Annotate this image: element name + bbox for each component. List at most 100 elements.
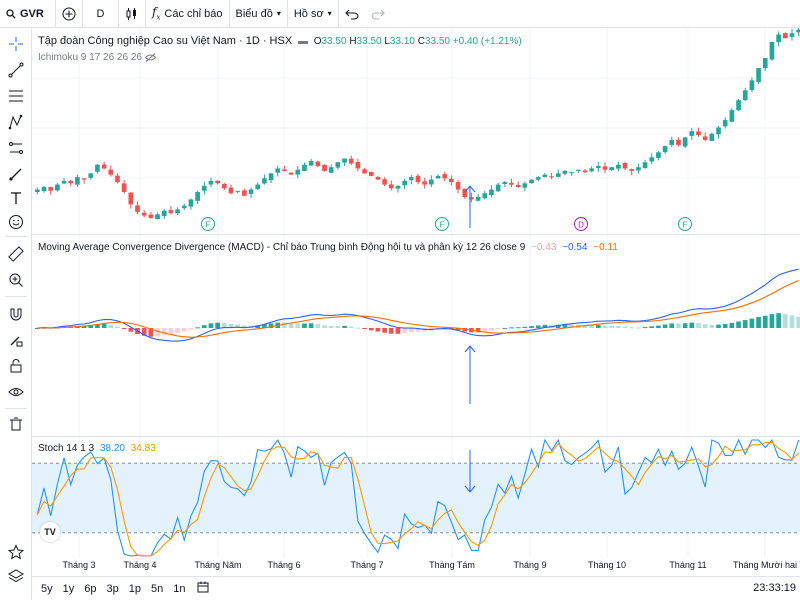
brush-tool[interactable]	[6, 164, 26, 184]
candle-body	[235, 190, 241, 192]
candle-body	[696, 131, 701, 135]
candle-body	[669, 139, 675, 145]
macd-histogram-bar	[555, 324, 561, 328]
x-label: Tháng 11	[669, 560, 707, 570]
macd-histogram-bar	[535, 325, 541, 328]
stay-drawing-tool[interactable]	[6, 330, 26, 350]
candle-body	[221, 183, 227, 189]
chart-type-menu[interactable]: Biểu đồ ▾	[230, 0, 288, 28]
candle-body	[242, 190, 247, 196]
fx-icon: fx	[152, 5, 161, 22]
eye-off-icon[interactable]	[144, 52, 156, 62]
hide-tool[interactable]	[6, 382, 26, 402]
candle-body	[215, 180, 220, 184]
legend-settings-icon[interactable]: ▬	[297, 36, 308, 47]
text-tool[interactable]	[6, 188, 26, 208]
macd-histogram-bar	[348, 326, 354, 328]
indicators-button[interactable]: fx Các chỉ báo	[146, 0, 230, 28]
macd-histogram-bar	[662, 324, 668, 328]
change-value: +0.40 (+1.21%)	[452, 36, 522, 47]
chart-area[interactable]: F F D F Tập đoàn Công nghiệp Cao su Việt Na…	[32, 28, 800, 576]
candle-body	[662, 146, 668, 153]
projection-tool[interactable]	[6, 138, 26, 158]
trend-line-tool[interactable]	[6, 60, 26, 80]
macd-histogram-bar	[355, 327, 361, 329]
trend-line-icon	[8, 62, 24, 78]
compare-button[interactable]	[56, 0, 83, 28]
range-5y[interactable]: 5y	[41, 582, 53, 595]
macd-histogram-bar	[388, 328, 394, 334]
time-axis[interactable]: Tháng 3 Tháng 4 Tháng Năm Tháng 6 Tháng …	[32, 558, 800, 574]
candle-body	[515, 184, 521, 188]
ruler-tool[interactable]	[6, 244, 26, 264]
candle-body	[255, 184, 261, 190]
range-5d[interactable]: 5n	[151, 582, 164, 595]
lock-tool[interactable]	[6, 356, 26, 376]
pattern-icon	[8, 114, 23, 130]
candle-body	[195, 192, 200, 201]
candle-body	[689, 131, 695, 136]
candle-body	[128, 192, 134, 205]
candle-type-button[interactable]	[119, 0, 146, 28]
candle-body	[796, 29, 800, 33]
remove-drawings-tool[interactable]	[6, 414, 26, 434]
l-value: 33.10	[389, 36, 415, 47]
emoji-tool[interactable]	[6, 212, 26, 232]
candle-body	[55, 184, 60, 191]
object-tree-tool[interactable]	[6, 566, 26, 586]
profile-menu[interactable]: Hồ sơ ▾	[288, 0, 339, 28]
candle-body	[115, 175, 120, 183]
symbol-label: GVR	[20, 7, 44, 20]
candle-body	[656, 152, 661, 158]
crosshair-tool[interactable]	[6, 34, 26, 54]
go-to-date-button[interactable]	[197, 581, 209, 596]
macd-histogram-bar	[315, 324, 321, 328]
candle-body	[382, 179, 387, 185]
candle-body	[522, 183, 528, 188]
candle-body	[348, 158, 354, 164]
symbol-search-button[interactable]: GVR	[0, 0, 56, 28]
macd-histogram-bar	[48, 327, 54, 329]
pane-separator[interactable]	[32, 436, 800, 437]
magnet-tool[interactable]	[6, 304, 26, 324]
candle-body	[629, 169, 635, 171]
range-1m[interactable]: 1p	[128, 582, 141, 595]
candle-body	[762, 58, 768, 69]
fib-tool[interactable]	[6, 86, 26, 106]
candle-body	[756, 67, 761, 82]
candle-body	[375, 177, 381, 180]
interval-button[interactable]: D	[83, 0, 119, 28]
candle-body	[776, 34, 781, 43]
redo-button[interactable]	[365, 0, 391, 28]
macd-histogram-bar	[368, 328, 374, 331]
range-6m[interactable]: 6p	[84, 582, 97, 595]
macd-histogram-bar	[188, 328, 194, 330]
macd-histogram-bar	[782, 314, 788, 328]
candle-body	[682, 137, 688, 147]
candle-body	[275, 168, 281, 173]
arrow-head	[464, 485, 476, 493]
zoom-in-tool[interactable]	[6, 270, 26, 290]
h-label: H	[349, 36, 357, 47]
candle-body	[569, 172, 574, 174]
undo-button[interactable]	[339, 0, 365, 28]
range-1y[interactable]: 1y	[62, 582, 75, 595]
smiley-icon	[9, 215, 23, 229]
range-1d[interactable]: 1n	[173, 582, 186, 595]
plus-circle-icon	[62, 7, 76, 20]
range-3m[interactable]: 3p	[106, 582, 119, 595]
event-marker	[435, 217, 449, 231]
candle-body	[595, 165, 601, 168]
candles-icon	[126, 7, 136, 20]
macd-histogram-bar	[609, 325, 615, 328]
clock[interactable]: 23:33:19	[753, 582, 796, 594]
pattern-tool[interactable]	[6, 112, 26, 132]
tradingview-logo[interactable]: TV	[40, 522, 60, 542]
chevron-down-icon: ▾	[327, 9, 332, 18]
undo-icon	[344, 9, 359, 20]
pane-separator[interactable]	[32, 234, 800, 235]
watchlist-tool[interactable]	[6, 542, 26, 562]
macd-histogram-bar	[716, 324, 721, 328]
macd-histogram-bar	[502, 327, 508, 329]
